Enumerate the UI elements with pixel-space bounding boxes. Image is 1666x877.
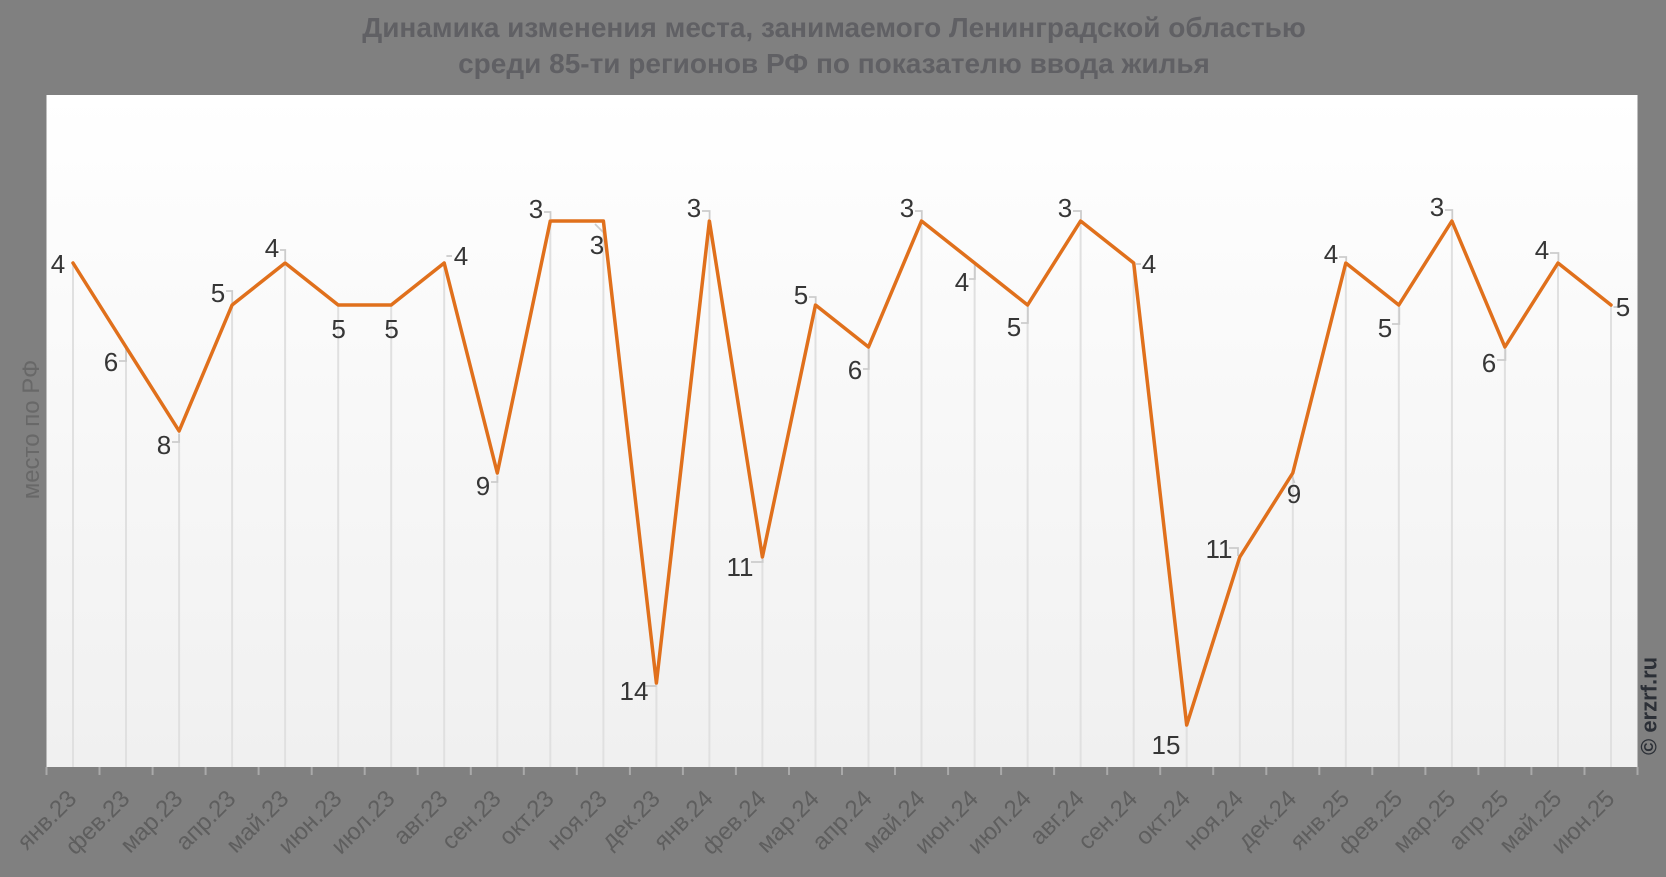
- svg-text:© erzrf.ru: © erzrf.ru: [1637, 657, 1662, 755]
- svg-text:11: 11: [1206, 534, 1233, 564]
- svg-text:4: 4: [1142, 249, 1156, 279]
- svg-text:3: 3: [529, 194, 543, 224]
- svg-text:3: 3: [1430, 192, 1444, 222]
- svg-text:4: 4: [1535, 235, 1549, 265]
- svg-text:5: 5: [1616, 292, 1630, 322]
- svg-text:11: 11: [727, 552, 754, 582]
- svg-text:5: 5: [211, 278, 225, 308]
- svg-text:4: 4: [955, 267, 969, 297]
- svg-text:среди 85-ти регионов РФ по пок: среди 85-ти регионов РФ по показателю вв…: [458, 48, 1210, 79]
- svg-text:Динамика изменения места, зани: Динамика изменения места, занимаемого Ле…: [362, 12, 1305, 43]
- svg-text:15: 15: [1152, 730, 1181, 760]
- svg-text:5: 5: [1007, 312, 1021, 342]
- svg-text:6: 6: [1482, 348, 1496, 378]
- svg-text:5: 5: [794, 280, 808, 310]
- svg-text:8: 8: [157, 430, 171, 460]
- svg-text:3: 3: [900, 193, 914, 223]
- svg-text:3: 3: [1058, 193, 1072, 223]
- svg-text:4: 4: [1324, 239, 1338, 269]
- svg-text:6: 6: [848, 355, 862, 385]
- svg-text:5: 5: [384, 314, 398, 344]
- svg-text:3: 3: [590, 230, 604, 260]
- svg-text:9: 9: [1287, 479, 1301, 509]
- svg-text:14: 14: [620, 676, 649, 706]
- svg-text:5: 5: [1378, 313, 1392, 343]
- svg-text:место по РФ: место по РФ: [18, 360, 45, 500]
- svg-text:3: 3: [687, 193, 701, 223]
- svg-text:5: 5: [331, 314, 345, 344]
- svg-text:6: 6: [104, 347, 118, 377]
- svg-text:4: 4: [454, 241, 468, 271]
- svg-text:4: 4: [51, 249, 65, 279]
- svg-text:9: 9: [476, 471, 490, 501]
- svg-text:4: 4: [265, 233, 279, 263]
